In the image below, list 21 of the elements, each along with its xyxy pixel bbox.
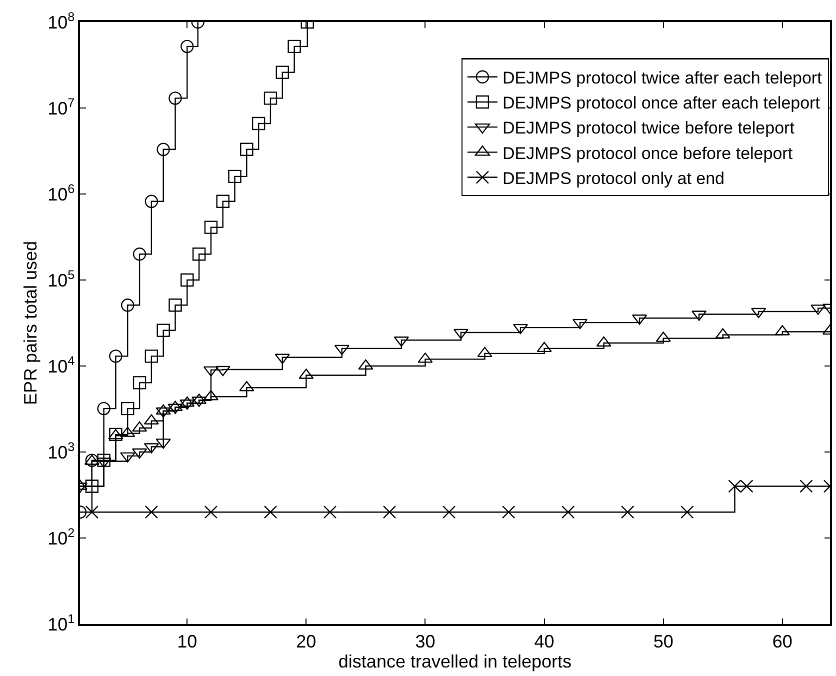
x-tick-label: 50	[653, 631, 674, 652]
legend-label: DEJMPS protocol twice after each teleport	[502, 68, 822, 88]
x-tick-label: 60	[772, 631, 792, 652]
x-tick-label: 20	[296, 631, 316, 652]
legend-label: DEJMPS protocol once after each teleport	[502, 94, 820, 113]
x-tick-label: 30	[415, 631, 436, 652]
y-tick-label: 10$^{7}$	[48, 96, 75, 118]
legend-label: DEJMPS protocol twice before teleport	[502, 118, 795, 138]
y-tick-label: 10$^{4}$	[48, 354, 75, 376]
x-tick-label: 10	[177, 631, 198, 652]
y-tick-label: 10$^{6}$	[48, 182, 75, 204]
y-tick-label: 10$^{3}$	[48, 440, 75, 462]
legend-label: DEJMPS protocol only at end	[502, 168, 725, 188]
y-tick-label: 10$^{8}$	[48, 10, 75, 32]
y-tick-label: 10$^{5}$	[48, 268, 75, 290]
y-tick-label: 10$^{2}$	[48, 526, 75, 548]
legend-label: DEJMPS protocol once before teleport	[502, 144, 793, 163]
y-tick-label: 10$^{1}$	[48, 612, 75, 634]
y-axis-title: EPR pairs total used	[20, 240, 40, 406]
x-tick-label: 40	[534, 631, 554, 652]
x-axis-title: distance travelled in teleports	[338, 651, 572, 672]
